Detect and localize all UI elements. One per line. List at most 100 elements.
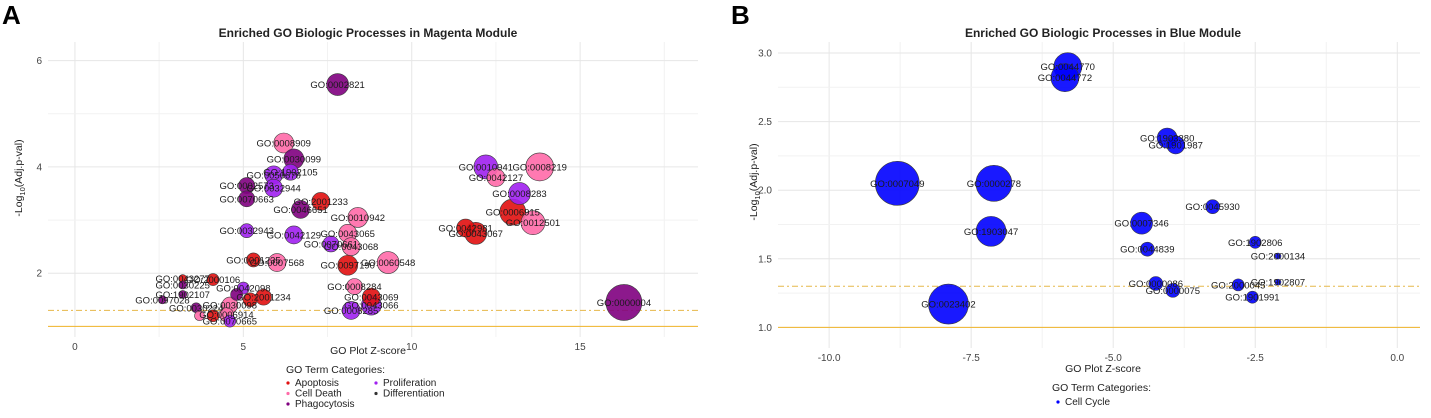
panel-a-x-axis-label: GO Plot Z-score <box>330 345 406 357</box>
point-label: GO:1903380 <box>1140 134 1194 145</box>
data-point <box>326 73 349 96</box>
x-tick-label: 5 <box>241 342 247 353</box>
point-label: GO:0042127 <box>469 173 523 184</box>
point-label: GO:0042981 <box>438 224 492 235</box>
data-point <box>1248 236 1262 249</box>
data-point <box>273 132 295 154</box>
panel-a-points <box>158 73 643 328</box>
panel-a-ticks: 0 5 10 15 2 4 6 <box>36 56 586 353</box>
data-point <box>975 165 1013 202</box>
point-label: GO:0097190 <box>321 261 375 272</box>
legend-item-label: Proliferation <box>383 378 436 389</box>
point-label: GO:1902105 <box>263 168 317 179</box>
x-tick-label: 15 <box>575 342 587 353</box>
point-label: GO:0008284 <box>327 282 381 293</box>
panel-b-legend-title: GO Term Categories: <box>1052 382 1151 394</box>
point-label: GO:0042098 <box>216 284 270 295</box>
data-point <box>1274 278 1282 286</box>
point-label: GO:0032943 <box>220 226 274 237</box>
data-point <box>486 168 506 187</box>
data-point <box>238 190 256 208</box>
legend-item-label: Phagocytosis <box>295 399 354 410</box>
data-point <box>875 161 920 206</box>
point-label: GO:0008909 <box>257 138 311 149</box>
y-tick-label: 2.5 <box>758 117 772 128</box>
data-point <box>206 309 220 323</box>
x-tick-label: -7.5 <box>963 353 981 364</box>
data-point <box>178 290 188 299</box>
point-label: GO:0032944 <box>246 184 300 195</box>
point-label: GO:0097028 <box>135 295 189 306</box>
legend-item-label: Apoptosis <box>295 378 339 389</box>
point-label: GO:0070665 <box>203 317 257 328</box>
panel-b-letter: B <box>731 0 750 30</box>
point-label: GO:0070663 <box>220 194 274 205</box>
panel-b-y-axis-label: -Log10(Adj.p-val) <box>748 143 762 220</box>
point-label: GO:0007568 <box>250 258 304 269</box>
panel-b-x-axis-label: GO Plot Z-score <box>1065 363 1141 375</box>
legend-swatch <box>1056 400 1060 404</box>
panel-b-ticks: -10.0 -7.5 -5.0 -2.5 0.0 1.0 1.5 2.0 2.5 3.0 <box>758 48 1405 364</box>
data-point <box>311 192 331 211</box>
data-point <box>1231 278 1245 292</box>
data-point <box>975 216 1007 247</box>
point-label: GO:2000106 <box>186 275 240 286</box>
x-tick-label: -5.0 <box>1105 353 1123 364</box>
data-point <box>267 253 287 272</box>
data-point <box>242 292 258 308</box>
legend-swatch <box>374 391 378 396</box>
point-label: GO:0030098 <box>203 301 257 312</box>
data-point <box>508 182 531 205</box>
data-point <box>206 273 220 286</box>
y-tick-label: 1.5 <box>758 254 772 265</box>
data-point <box>1139 241 1155 257</box>
data-point <box>178 280 188 290</box>
legend-item-label: Cell Cycle <box>1065 397 1110 408</box>
legend-swatch <box>286 381 290 385</box>
data-point <box>264 178 283 198</box>
point-label: GO:0043067 <box>449 229 503 240</box>
data-point <box>291 200 310 219</box>
data-point <box>1166 135 1185 155</box>
data-point <box>928 283 969 325</box>
panel-b-legend: GO Term Categories: Cell Cycle <box>1052 382 1151 408</box>
legend-item-label: Differentiation <box>383 389 445 400</box>
point-label: GO:0030225 <box>156 280 210 291</box>
point-label: GO:0007346 <box>1114 219 1168 230</box>
data-point <box>1165 283 1181 298</box>
data-point <box>1148 276 1164 291</box>
point-label: GO:2000045 <box>1211 280 1265 291</box>
panel-a-chart: A Enriched GO Biologic Processes in Mage… <box>2 0 698 410</box>
point-label: GO:2001234 <box>236 293 290 304</box>
point-label: GO:0010941 <box>459 162 513 173</box>
point-label: GO:0006915 <box>486 208 540 219</box>
data-point <box>525 152 555 182</box>
y-tick-label: 2.0 <box>758 186 772 197</box>
legend-item-label: Cell Death <box>295 389 342 400</box>
point-label: GO:0007049 <box>870 179 924 190</box>
data-point <box>347 207 369 228</box>
data-point <box>346 278 363 295</box>
y-tick-label: 1.0 <box>758 323 772 334</box>
data-point <box>376 251 400 274</box>
panel-b-chart: B Enriched GO Biologic Processes in Blue… <box>731 0 1420 408</box>
panel-a-gridlines <box>48 42 698 337</box>
point-label: GO:0070661 <box>304 239 358 250</box>
point-label: GO:0044839 <box>1120 245 1174 256</box>
data-point <box>282 163 299 181</box>
x-tick-label: -10.0 <box>818 353 841 364</box>
point-label: GO:1902807 <box>1251 278 1305 289</box>
point-label: GO:0000004 <box>597 298 651 309</box>
point-label: GO:0008285 <box>324 306 378 317</box>
point-label: GO:0046651 <box>273 205 327 216</box>
data-point <box>456 218 475 238</box>
legend-swatch <box>286 402 290 406</box>
x-tick-label: -2.5 <box>1247 353 1265 364</box>
data-point <box>362 287 381 307</box>
point-label: GO:0043068 <box>324 242 378 253</box>
panel-b-threshold-lines <box>778 285 1420 328</box>
panel-a-point-labels: GO:0002821 GO:0008909 GO:0030099 GO:0050670… <box>135 80 651 328</box>
